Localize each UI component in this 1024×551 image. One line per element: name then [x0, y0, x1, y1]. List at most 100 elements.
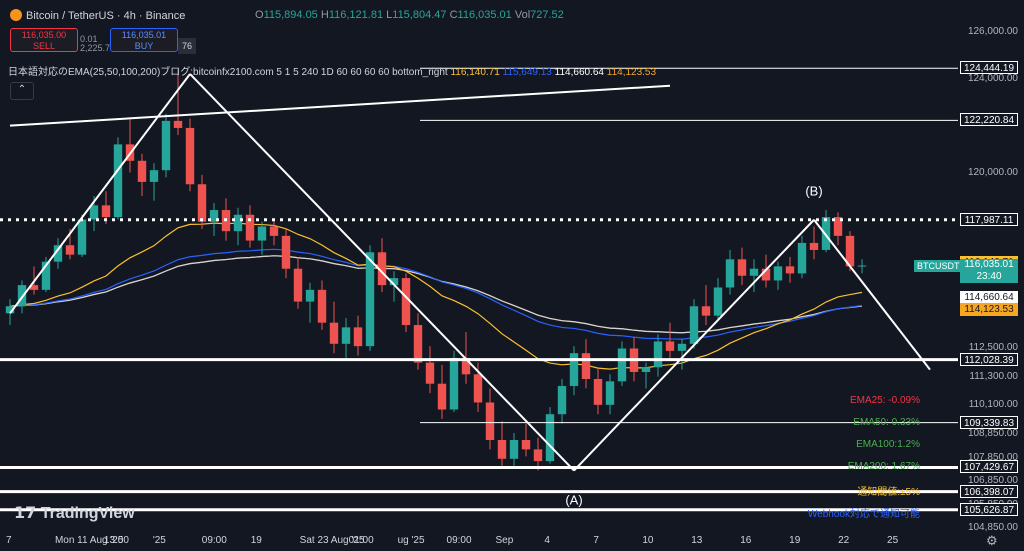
time-tick-label: 19 [250, 535, 262, 546]
candle-body [365, 252, 375, 347]
time-tick-label: 13:00 [103, 535, 129, 546]
level-price-label[interactable]: 105,626.87 [960, 502, 1018, 516]
candle-body [209, 210, 219, 222]
candle-body [341, 327, 351, 344]
sell-price: 116,035.00 [21, 30, 67, 40]
time-tick-label: 22 [838, 535, 850, 546]
settings-gear-icon[interactable]: ⚙ [986, 533, 998, 548]
ema25-line [9, 222, 863, 370]
candle-body [377, 252, 387, 286]
time-tick-label: 25 [887, 535, 899, 546]
candle-body [137, 160, 147, 182]
level-price-label[interactable]: 124,444.19 [960, 61, 1018, 75]
time-tick-label: Mon 11 Aug '25 [54, 535, 124, 546]
candle-body [749, 268, 759, 276]
candle-body [353, 327, 363, 347]
trend-line [813, 219, 931, 371]
level-price-label[interactable]: 107,429.67 [960, 460, 1018, 474]
time-tick-label: Sep [495, 535, 514, 546]
ohlc-low: 115,804.47 [392, 9, 447, 21]
ohlc-low-key: L [386, 9, 393, 21]
ohlc-readout: O115,894.05 H116,121.81 L115,804.47 C116… [255, 9, 564, 21]
level-price-label[interactable]: 106,398.07 [960, 484, 1018, 498]
indicator-value-ema50: 115,649.13 [502, 67, 552, 78]
candle-body [773, 266, 783, 281]
ema-deviation-row: EMA25: -0.09% [849, 395, 920, 406]
candle-body [53, 245, 63, 262]
ema50-line [9, 248, 863, 340]
current-price-value: 116,035.01 [964, 258, 1014, 270]
quantity-suffix[interactable]: 76 [178, 38, 196, 54]
chevron-up-icon: ⌃ [17, 84, 27, 95]
time-tick-label: 01:00 [348, 535, 374, 546]
candle-body [545, 414, 555, 462]
ohlc-close-key: C [449, 9, 458, 21]
candle-body [389, 278, 399, 286]
wave-label: (B) [805, 184, 822, 199]
candle-body [485, 402, 495, 441]
ohlc-volume-key: Vol [514, 9, 531, 21]
symbol-title[interactable]: Bitcoin / TetherUS · 4h · Binance [10, 9, 185, 22]
collapse-legend-button[interactable]: ⌃ [10, 82, 34, 100]
ema-deviation-row: EMA50: 0.33% [853, 417, 920, 428]
candle-body [521, 440, 531, 450]
candle-body [317, 289, 327, 323]
level-price-label[interactable]: 112,028.39 [960, 352, 1018, 366]
tradingview-logo: 𝟭𝟳 TradingView [14, 503, 135, 523]
candle-body [401, 278, 411, 326]
candle-body [293, 268, 303, 302]
candle-body [557, 386, 567, 415]
buy-button[interactable]: 116,035.01 BUY [110, 28, 178, 52]
level-price-label[interactable]: 117,987.11 [960, 212, 1018, 226]
candle-body [281, 235, 291, 269]
candle-body [5, 306, 15, 314]
candle-body [845, 235, 855, 267]
candle-body [197, 184, 207, 222]
trend-line [573, 219, 815, 472]
candle-body [77, 219, 87, 255]
tradingview-wordmark: TradingView [40, 505, 135, 522]
candle-body [449, 357, 459, 410]
spread-value: 0.01 [80, 34, 98, 44]
candle-body [473, 374, 483, 403]
ema-deviation-row: EMA100:1.2% [856, 439, 920, 450]
time-tick-label: 19 [789, 535, 801, 546]
candle-body [533, 449, 543, 462]
time-tick-label: 7 [593, 535, 599, 546]
candle-body [413, 325, 423, 363]
time-tick-label: ug '25 [397, 535, 425, 546]
level-price-label[interactable]: 109,339.83 [960, 415, 1018, 429]
candle-body [41, 261, 51, 290]
wave-label: (A) [565, 493, 582, 508]
quantity-value: 2,225.7 [80, 43, 111, 53]
sell-button[interactable]: 116,035.00 SELL [10, 28, 78, 52]
time-tick-label: 09:00 [201, 535, 227, 546]
symbol-header: Bitcoin / TetherUS · 4h · Binance O115,8… [0, 0, 960, 30]
candle-body [233, 214, 243, 232]
time-tick-label: Sat 23 Aug '25 [299, 535, 365, 546]
candle-body [269, 226, 279, 236]
candle-body [497, 440, 507, 459]
price-tick-label: 126,000.00 [967, 25, 1018, 37]
candle-body [797, 242, 807, 274]
ema-deviation-row: 通知閾値:±5% [857, 487, 920, 498]
ema-deviation-row: Webhook対応で通知可能 [807, 509, 920, 520]
candle-body [761, 268, 771, 281]
candle-body [509, 440, 519, 459]
indicator-value-ema100: 114,660.64 [554, 67, 604, 78]
candle-body [605, 381, 615, 405]
candle-body [713, 287, 723, 316]
ema100-axis-label: 114,660.64 [960, 290, 1018, 304]
sell-label: SELL [32, 41, 56, 51]
ohlc-volume: 727.52 [530, 9, 564, 21]
candle-body [257, 226, 267, 241]
time-tick-label: 4 [544, 535, 550, 546]
candle-body [857, 265, 867, 267]
indicator-legend[interactable]: 日本語対応のEMA(25,50,100,200)ブログ:bitcoinfx210… [8, 63, 656, 78]
price-tick-label: 120,000.00 [967, 166, 1018, 178]
candle-body [581, 353, 591, 380]
level-price-label[interactable]: 122,220.84 [960, 113, 1018, 127]
indicator-value-ema25: 116,140.71 [450, 67, 500, 78]
